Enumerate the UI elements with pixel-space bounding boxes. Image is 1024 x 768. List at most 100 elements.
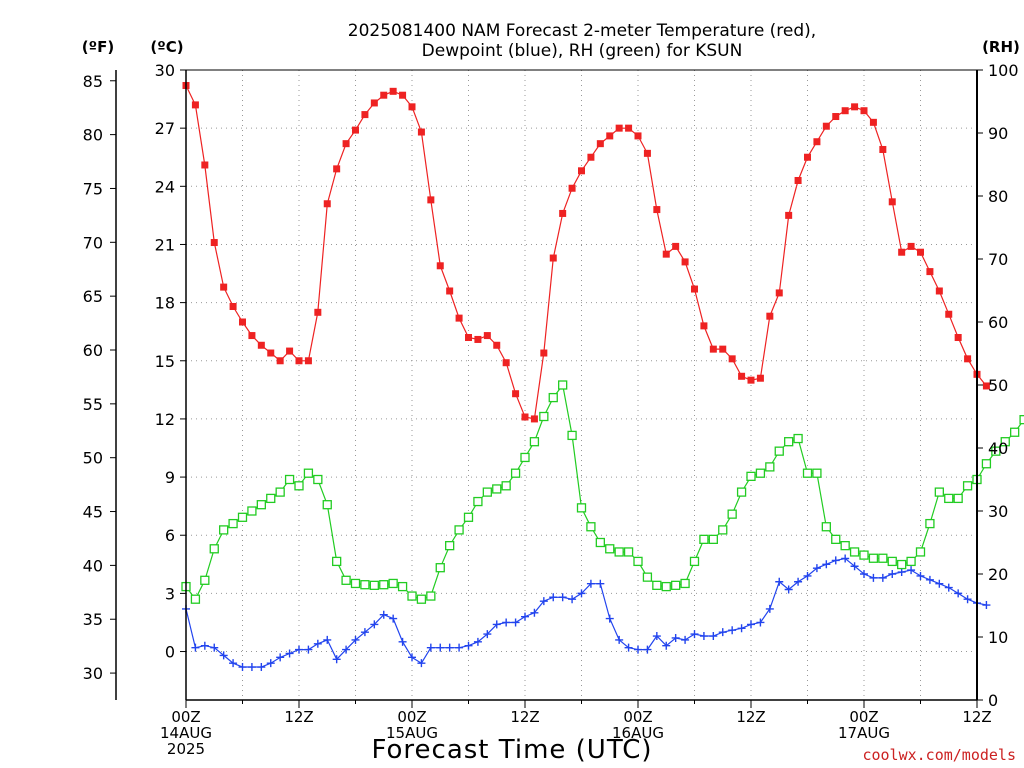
temperature-point [700,322,708,330]
rh-point [219,525,229,535]
temperature-point [229,302,237,310]
dewpoint-point [219,651,228,660]
temperature-point [691,285,698,293]
temperature-point [342,140,350,148]
rh-point [586,522,596,532]
dewpoint-point [878,573,887,582]
rh-point [529,437,540,447]
fahrenheit-tick-label: 70 [83,233,103,252]
temperature-point [766,312,774,320]
rh-point [868,553,879,563]
rh-point [802,468,813,478]
rh-point [313,474,323,485]
rh-point [1000,437,1010,447]
temperature-point [361,111,369,119]
temperature-point [568,184,576,192]
rh-point [915,547,926,557]
temperature-point [841,107,849,115]
dewpoint-point [266,659,275,668]
rh-point [1010,427,1020,437]
rh-point [520,452,530,463]
fahrenheit-tick-label: 65 [83,287,103,306]
temperature-point [606,132,614,140]
rh-point [878,553,888,563]
rh-point [849,547,860,557]
rh-point [727,509,737,519]
dewpoint-point [634,645,642,654]
temperature-point [304,357,312,365]
rh-tick-label: 10 [988,628,1008,647]
rh-point [699,534,709,544]
dewpoint-point [963,595,972,604]
fahrenheit-tick-label: 50 [83,449,103,468]
dewpoint-point [794,577,803,586]
rh-tick-label: 70 [988,250,1008,269]
celsius-tick-label: 3 [165,584,175,603]
temperature-point [672,242,680,250]
temperature-point [596,140,604,148]
dewpoint-point [389,614,398,623]
dewpoint-point [718,628,727,637]
temperature-point [945,310,953,318]
dewpoint-point [332,655,341,664]
temperature-point [719,345,727,353]
fahrenheit-tick-label: 85 [83,72,103,91]
rh-point [793,433,803,444]
dewpoint-point [756,618,765,627]
rh-tick-label: 40 [988,439,1008,458]
rh-tick-label: 90 [988,124,1008,143]
temperature-point [578,167,585,175]
rh-point [435,563,445,573]
x-tick-label: 12Z [284,708,313,726]
rh-point [332,556,342,567]
x-tick-label: 12Z [510,708,539,726]
temperature-point [295,357,303,365]
dewpoint-point [577,589,586,598]
celsius-tick-label: 12 [155,410,175,429]
fahrenheit-tick-label: 40 [83,556,103,575]
fahrenheit-tick-label: 60 [83,341,103,360]
dewpoint-point [586,579,595,588]
temperature-point [747,376,755,384]
dewpoint-point [558,593,567,602]
rh-point [736,487,747,497]
rh-point [322,500,332,510]
temperature-point [851,103,859,111]
temperature-point [898,248,906,256]
dewpoint-point [624,643,633,652]
dewpoint-point [417,659,426,668]
rh-point [209,544,219,554]
dewpoint-point [295,645,303,654]
temperature-point [917,248,924,256]
rh-point [190,594,201,604]
rh-point [765,462,775,472]
rh-point [256,500,266,510]
dewpoint-point [502,618,511,627]
celsius-tick-label: 18 [155,294,175,313]
celsius-tick-label: 27 [155,119,175,138]
rh-point [275,487,285,497]
rh-point [200,575,210,585]
rh-point [558,380,568,390]
temperature-point [559,209,567,217]
x-tick-label: 17AUG [838,724,890,742]
dewpoint-point [775,577,784,586]
rh-point [671,580,681,590]
x-tick-label: 12Z [962,708,991,726]
dewpoint-point [191,643,200,652]
temperature-point [681,258,689,266]
temperature-point [465,334,472,342]
x-tick-label: 15AUG [386,724,438,742]
rh-point [840,541,850,551]
x-tick-label: 00Z [397,708,426,726]
rh-point [341,575,351,585]
temperature-point [201,161,209,169]
axes-layer: 30 35 40 45 50 55 60 65 70 75 80 85 0 3 6 9 12 15 18 21 24 27… [83,61,1019,758]
temperature-point [804,153,811,161]
credit-label: coolwx.com/models [862,746,1016,764]
dewpoint-point [643,645,652,654]
rh-point [388,578,398,589]
dewpoint-point [408,653,416,662]
temperature-point [417,128,425,136]
rh-point [897,559,907,570]
